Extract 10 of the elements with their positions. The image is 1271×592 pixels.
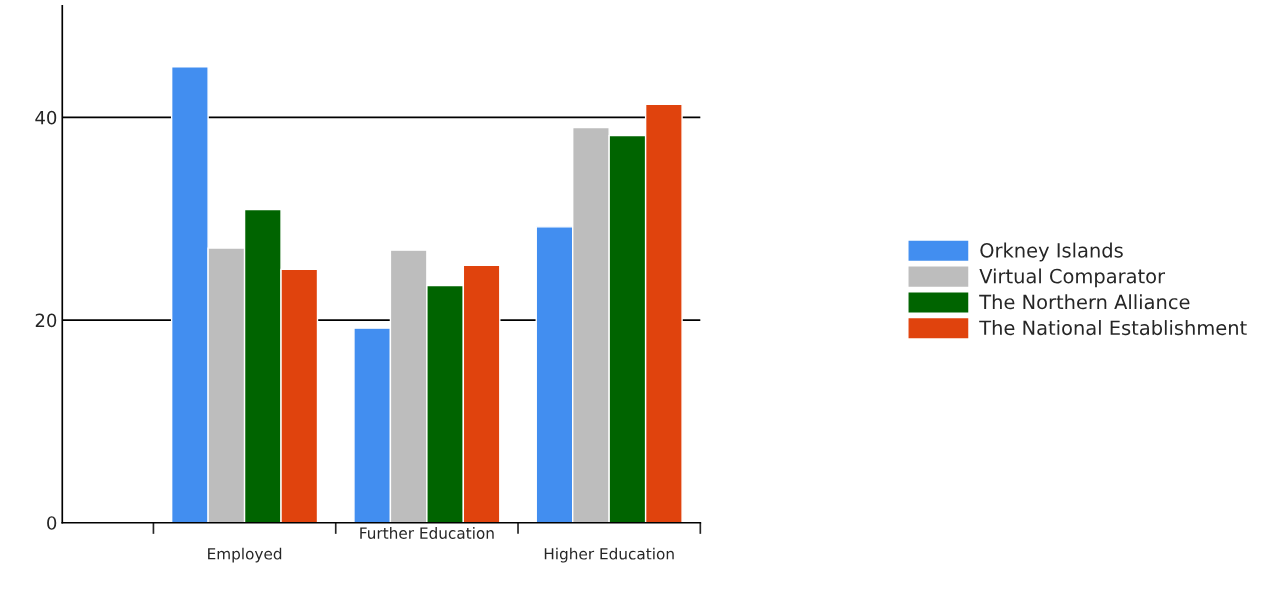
legend-label: Orkney Islands: [980, 242, 1123, 262]
x-tick-label: Employed: [208, 547, 282, 563]
legend-label: The Northern Alliance: [979, 294, 1190, 310]
x-tick-label: Higher Education: [544, 547, 674, 563]
y-tick-label: 40: [35, 110, 57, 125]
y-tick-label: 0: [47, 516, 57, 530]
legend-label: The National Establishment: [979, 320, 1247, 336]
x-tick-label: Further Education: [360, 527, 494, 539]
legend-label: Virtual Comparator: [979, 268, 1166, 288]
y-tick-label: 20: [35, 313, 57, 328]
